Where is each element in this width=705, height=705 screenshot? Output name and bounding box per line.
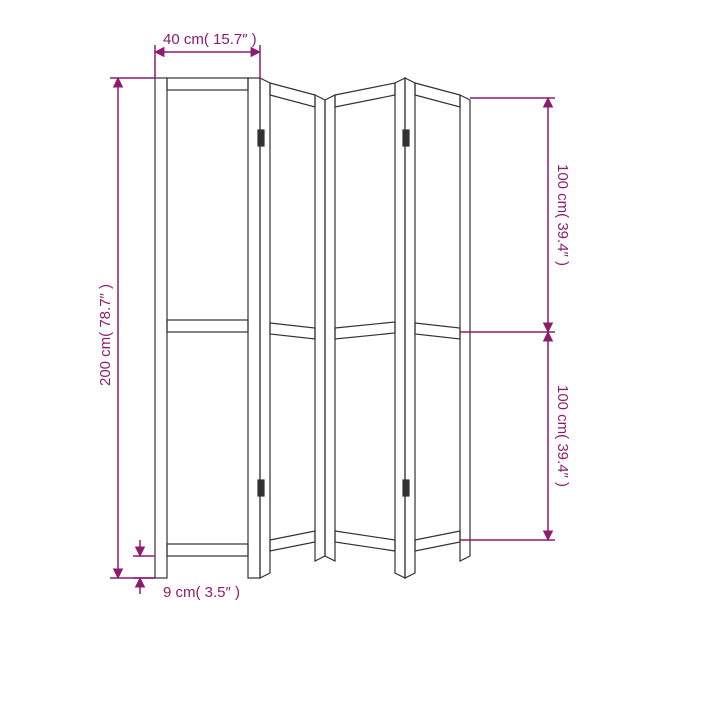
dim-leg: 9 cm( 3.5″ ) bbox=[133, 540, 240, 601]
dim-total-height: 200 cm( 78.7″ ) bbox=[97, 78, 155, 578]
upper-h-label: 100 cm( 39.4″ ) bbox=[554, 164, 571, 266]
leg-height-label: 9 cm( 3.5″ ) bbox=[163, 584, 240, 601]
panel-4 bbox=[405, 78, 470, 578]
panel-3 bbox=[325, 78, 409, 578]
dim-lower-h: 100 cm( 39.4″ ) bbox=[460, 332, 571, 540]
panel-2 bbox=[260, 78, 325, 578]
lower-h-label: 100 cm( 39.4″ ) bbox=[554, 385, 571, 487]
divider-outline bbox=[155, 78, 470, 578]
dim-upper-h: 100 cm( 39.4″ ) bbox=[460, 98, 571, 332]
total-height-label: 200 cm( 78.7″ ) bbox=[97, 284, 114, 386]
panel-1 bbox=[155, 78, 264, 578]
dim-panel-width: 40 cm( 15.7″ ) bbox=[155, 31, 260, 78]
dimension-diagram: 40 cm( 15.7″ ) 200 cm( 78.7″ ) 100 cm( 3… bbox=[0, 0, 705, 705]
panel-width-label: 40 cm( 15.7″ ) bbox=[163, 31, 257, 48]
